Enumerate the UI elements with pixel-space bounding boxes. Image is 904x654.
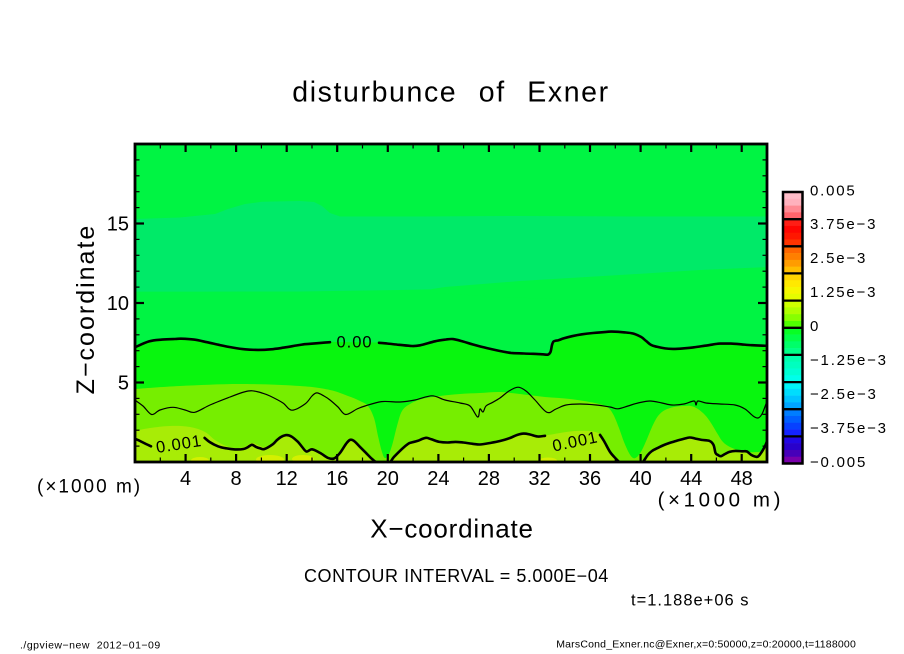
- svg-text:4: 4: [180, 468, 191, 490]
- svg-text:48: 48: [731, 468, 753, 490]
- svg-text:40: 40: [629, 468, 651, 490]
- svg-text:(×1000 m): (×1000 m): [658, 489, 784, 512]
- svg-text:t=1.188e+06 s: t=1.188e+06 s: [631, 592, 750, 610]
- svg-text:24: 24: [427, 468, 449, 490]
- svg-text:0: 0: [810, 318, 820, 335]
- svg-text:0.00: 0.00: [336, 334, 372, 352]
- svg-text:28: 28: [478, 468, 500, 490]
- svg-text:44: 44: [680, 468, 702, 490]
- svg-text:1.25e−3: 1.25e−3: [810, 284, 877, 301]
- svg-text:2.5e−3: 2.5e−3: [810, 250, 867, 267]
- svg-text:3.75e−3: 3.75e−3: [810, 216, 877, 233]
- svg-text:−0.005: −0.005: [810, 454, 867, 471]
- svg-text:0.005: 0.005: [810, 182, 857, 199]
- svg-text:12: 12: [276, 468, 298, 490]
- svg-text:36: 36: [579, 468, 601, 490]
- svg-text:MarsCond_Exner.nc@Exner,x=0:50: MarsCond_Exner.nc@Exner,x=0:50000,z=0:20…: [556, 639, 856, 651]
- svg-text:5: 5: [118, 373, 129, 395]
- svg-text:15: 15: [107, 214, 129, 236]
- svg-text:32: 32: [528, 468, 550, 490]
- svg-text:20: 20: [377, 468, 399, 490]
- svg-text:(×1000 m): (×1000 m): [37, 477, 142, 498]
- svg-text:16: 16: [326, 468, 348, 490]
- svg-text:Z−coordinate: Z−coordinate: [72, 224, 100, 395]
- svg-text:−2.5e−3: −2.5e−3: [810, 386, 878, 403]
- svg-text:disturbunce of Exner: disturbunce of Exner: [292, 77, 609, 109]
- svg-text:X−coordinate: X−coordinate: [370, 514, 534, 544]
- svg-text:−1.25e−3: −1.25e−3: [810, 352, 888, 369]
- svg-text:CONTOUR INTERVAL = 5.000E−04: CONTOUR INTERVAL = 5.000E−04: [304, 566, 609, 586]
- svg-text:10: 10: [107, 293, 129, 315]
- svg-text:./gpview−new 2012−01−09: ./gpview−new 2012−01−09: [20, 640, 161, 652]
- svg-text:8: 8: [231, 468, 242, 490]
- svg-text:−3.75e−3: −3.75e−3: [810, 420, 888, 437]
